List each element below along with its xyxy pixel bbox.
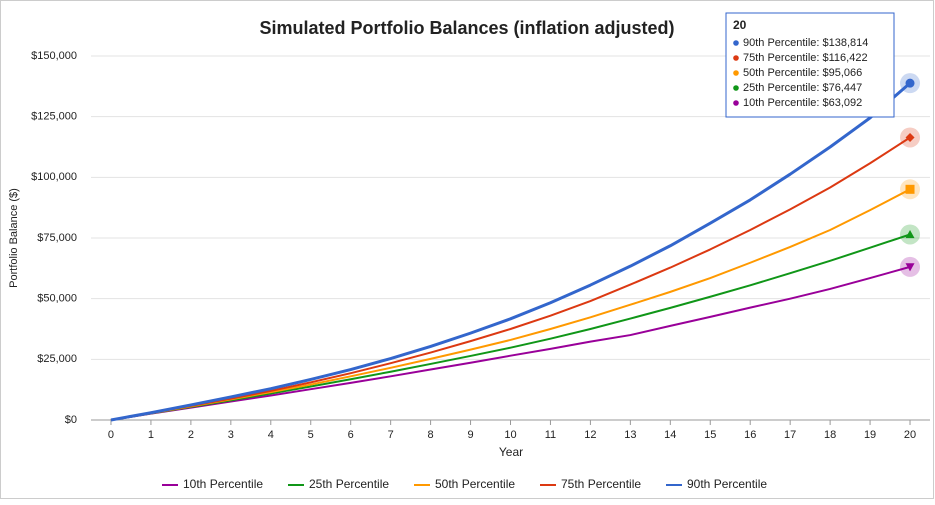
end-marker: [905, 229, 915, 239]
x-tick-label: 12: [584, 429, 596, 441]
x-tick-label: 16: [744, 429, 756, 441]
chart-title: Simulated Portfolio Balances (inflation …: [259, 18, 674, 38]
tooltip-item: 90th Percentile: $138,814: [743, 37, 868, 49]
legend-label: 25th Percentile: [309, 477, 389, 491]
x-tick-label: 2: [188, 429, 194, 441]
y-tick-label: $50,000: [37, 293, 77, 305]
tooltip-bullet: [733, 85, 739, 91]
series-line: [110, 136, 911, 421]
x-tick-label: 13: [624, 429, 636, 441]
x-tick-label: 0: [108, 429, 114, 441]
series-line: [110, 265, 911, 421]
y-tick-label: $25,000: [37, 353, 77, 365]
y-axis-title: Portfolio Balance ($): [8, 188, 20, 288]
end-marker: [905, 184, 915, 194]
x-tick-label: 4: [268, 429, 274, 441]
tooltip-item: 25th Percentile: $76,447: [743, 82, 862, 94]
tooltip-item: 75th Percentile: $116,422: [743, 52, 868, 64]
y-tick-label: $125,000: [31, 111, 77, 123]
tooltip-bullet: [733, 70, 739, 76]
tooltip: 20 90th Percentile: $138,814 75th Percenti…: [725, 12, 895, 118]
tooltip-bullet: [733, 40, 739, 46]
legend-label: 90th Percentile: [687, 477, 767, 491]
x-tick-label: 6: [348, 429, 354, 441]
x-tick-label: 17: [784, 429, 796, 441]
tooltip-bullet: [733, 55, 739, 61]
y-tick-label: $0: [65, 414, 77, 426]
end-marker: [905, 263, 915, 272]
x-axis-title: Year: [499, 445, 523, 459]
legend-label: 75th Percentile: [561, 477, 641, 491]
x-tick-label: 1: [148, 429, 154, 441]
tooltip-item: 10th Percentile: $63,092: [743, 97, 862, 109]
x-tick-label: 19: [864, 429, 876, 441]
x-tick-label: 7: [388, 429, 394, 441]
tooltip-bullet: [733, 100, 739, 106]
legend-item: 50th Percentile: [414, 477, 515, 491]
end-marker: [905, 132, 915, 142]
legend-item: 25th Percentile: [288, 477, 389, 491]
x-tick-label: 20: [904, 429, 916, 441]
series-line: [110, 233, 911, 421]
x-tick-label: 5: [308, 429, 314, 441]
x-tick-label: 14: [664, 429, 676, 441]
y-tick-label: $100,000: [31, 171, 77, 183]
legend-label: 10th Percentile: [183, 477, 263, 491]
tooltip-box: [725, 12, 895, 118]
x-tick-label: 15: [704, 429, 716, 441]
x-tick-label: 11: [545, 429, 556, 441]
y-tick-label: $75,000: [37, 232, 77, 244]
x-tick-label: 3: [228, 429, 234, 441]
tooltip-title: 20: [733, 18, 747, 32]
tooltip-item: 50th Percentile: $95,066: [743, 67, 862, 79]
legend-item: 90th Percentile: [666, 477, 767, 491]
legend-item: 10th Percentile: [162, 477, 263, 491]
end-marker: [905, 78, 915, 88]
y-tick-label: $150,000: [31, 50, 77, 62]
x-tick-label: 9: [467, 429, 473, 441]
x-tick-label: 8: [428, 429, 434, 441]
legend-label: 50th Percentile: [435, 477, 515, 491]
legend-item: 75th Percentile: [540, 477, 641, 491]
series-line: [110, 82, 912, 422]
x-tick-label: 10: [504, 429, 516, 441]
x-tick-label: 18: [824, 429, 836, 441]
